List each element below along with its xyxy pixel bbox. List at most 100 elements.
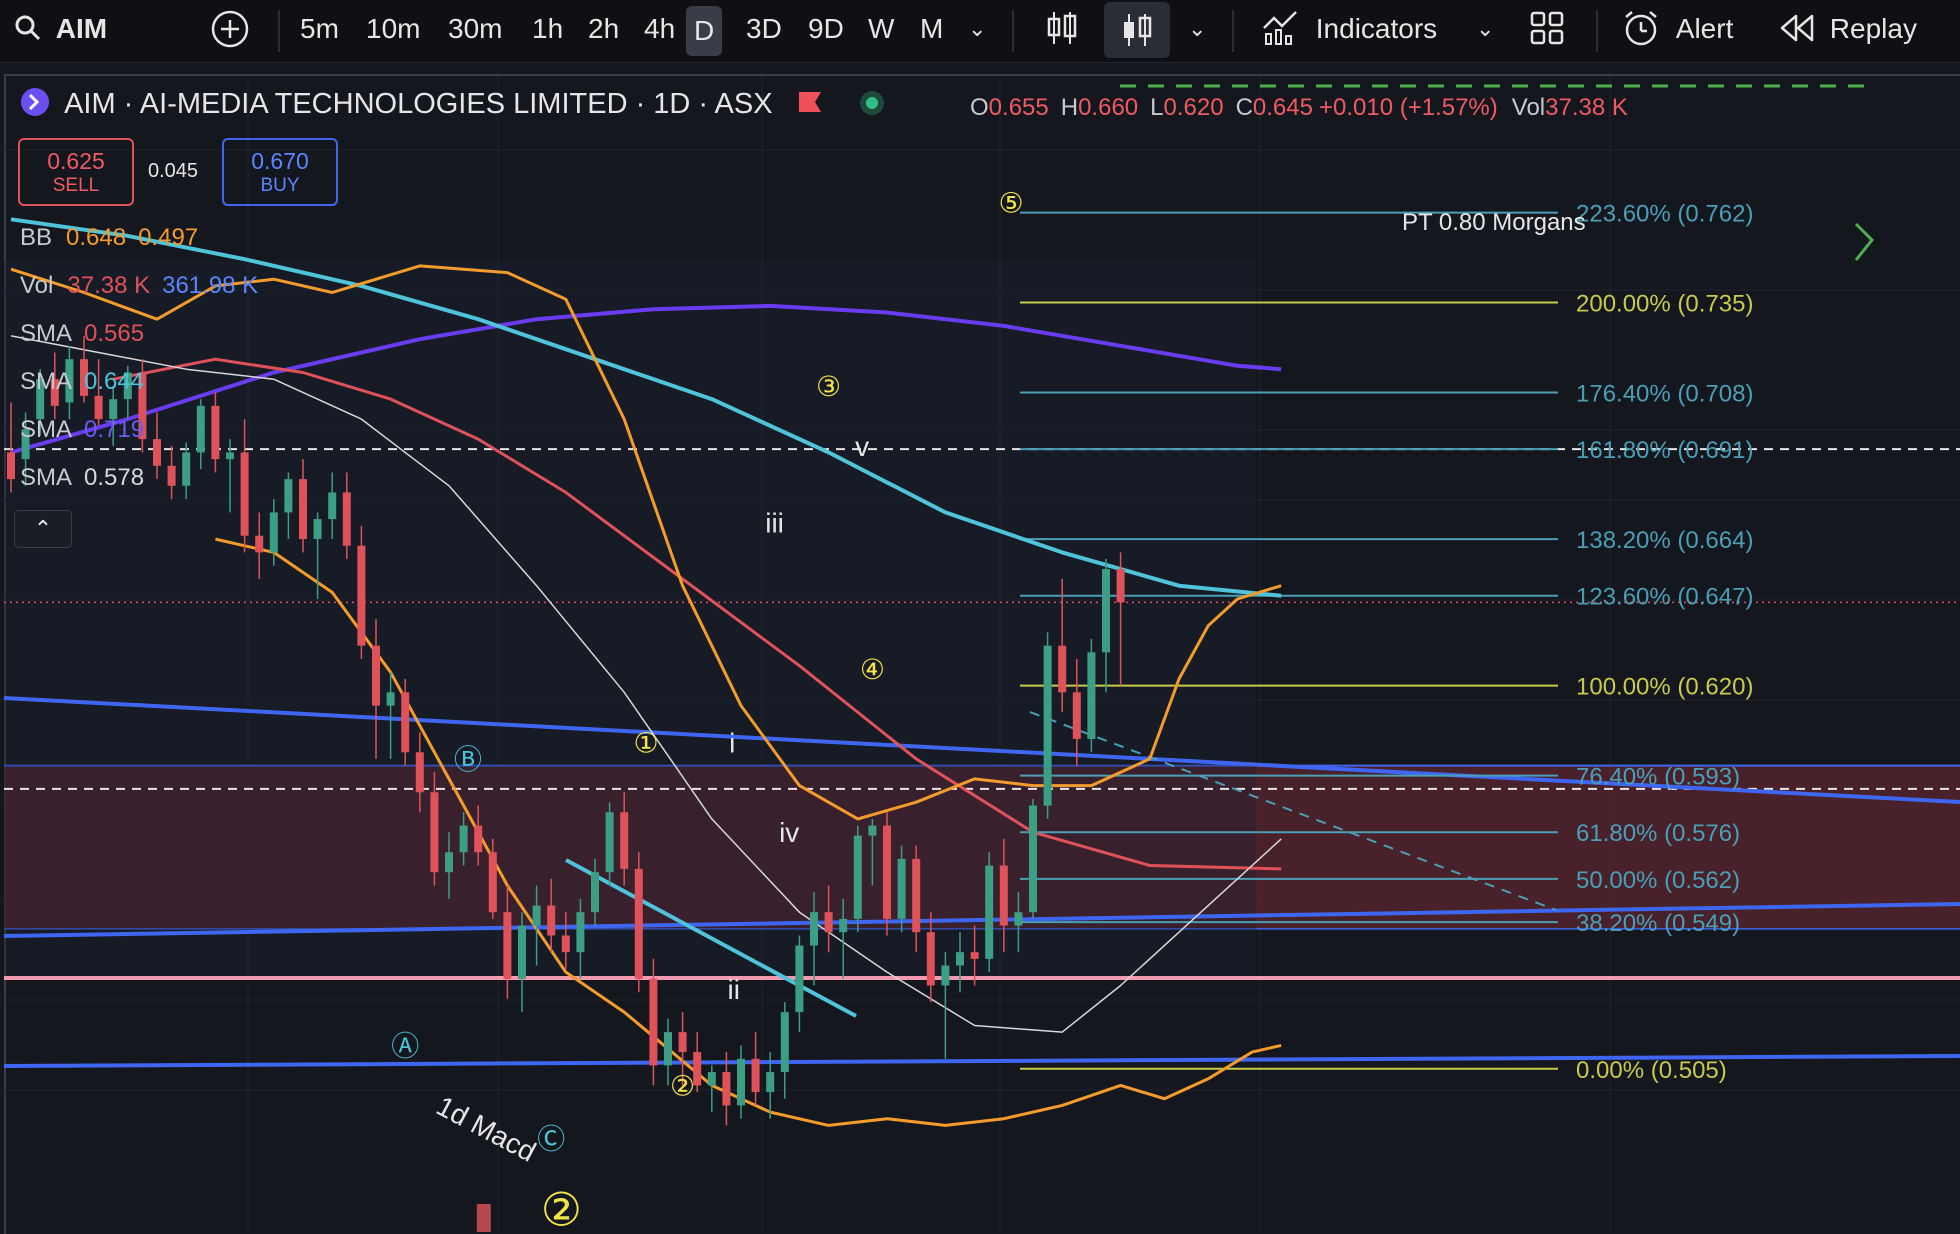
collapse-legend-button[interactable]: ⌃ [14,510,72,548]
wave-label: ② [670,1070,695,1101]
symbol-search[interactable]: AIM [14,0,107,60]
replay-button[interactable]: Replay [1780,0,1917,60]
interval-1h[interactable]: 1h [532,13,564,44]
sma-value: 0.578 [84,464,145,491]
candle-body [620,812,629,869]
fib-level-label: 223.60% (0.762) [1576,201,1753,228]
symbol-label: AIM [55,13,108,44]
candle-body [634,868,643,979]
interval-5m[interactable]: 5m [300,13,339,44]
top-toolbar: AIM 5m 10m 30m 1h 2h 4h D 3D 9D W M ⌄ ⌄ Indicators… [0,0,1960,63]
forecast-line [1029,711,1557,911]
low-label: L [1150,94,1164,121]
candle-body [65,359,74,403]
interval-m[interactable]: M [920,13,944,44]
high-value: 0.660 [1078,94,1139,121]
candle-body [1072,692,1081,739]
candle-body [357,545,366,646]
candle-body [1116,569,1125,603]
fib-level-label: 200.00% (0.735) [1576,291,1753,318]
chevron-down-icon[interactable]: ⌄ [1188,16,1207,41]
sma-red-line [112,357,1282,871]
high-label: H [1060,94,1079,121]
candle-body [999,865,1008,926]
sell-price: 0.625 [47,148,105,174]
candle-body [328,492,337,520]
candles-type-button[interactable] [1044,0,1080,60]
interval-30m[interactable]: 30m [448,13,503,44]
chart-title: AIM · AI-MEDIA TECHNOLOGIES LIMITED · 1D… [64,88,773,120]
interval-10m[interactable]: 10m [366,13,421,44]
candle-body [1043,645,1052,806]
candle-body [474,825,483,853]
candle-body [386,692,395,706]
buy-button[interactable]: 0.670 BUY [222,138,338,206]
candle-body [1087,652,1096,739]
layout-button[interactable] [1530,0,1564,60]
candle-body [123,372,132,400]
wave-label: v [855,431,869,462]
candle-body [547,905,556,936]
macd-annotation: 1d Macd [432,1090,541,1168]
candle-body [299,479,307,540]
chevron-down-icon[interactable]: ⌄ [1476,16,1495,41]
fib-level-label: 76.40% (0.593) [1576,764,1740,791]
fib-level-label: 161.80% (0.691) [1576,437,1753,464]
interval-2h[interactable]: 2h [588,13,620,44]
trendline [3,1054,1960,1068]
interval-w[interactable]: W [868,13,895,44]
interval-3d[interactable]: 3D [746,13,782,44]
candle-body [941,965,950,986]
chevron-down-icon[interactable]: ⌄ [968,16,987,41]
market-status-icon [859,91,884,116]
add-symbol-button[interactable] [210,0,250,60]
resistance-zone [4,765,1960,929]
grid-icon [1530,11,1564,44]
ohlc-readout: O0.655 H0.660 L0.620 C0.645 +0.010 (+1.57%) V… [970,94,1628,122]
candle-body [722,1072,731,1106]
candle-body [1058,645,1067,693]
low-value: 0.620 [1163,94,1224,121]
bb-label: BB [20,224,53,251]
candle-body [780,1012,789,1073]
candle-body [240,452,249,536]
flag-icon [798,92,821,113]
candle-body [926,932,935,986]
candle-body [226,452,234,460]
buy-label: BUY [260,175,300,196]
candle-body [167,465,176,486]
candle-body [445,852,453,873]
candle-body [430,792,439,873]
divider [1596,10,1598,52]
interval-9d[interactable]: 9D [808,13,844,44]
wave-label: iv [779,817,799,848]
candle-body [196,405,205,453]
interval-4h[interactable]: 4h [644,13,676,44]
candle-body [342,492,351,546]
bar-type-button[interactable] [1104,2,1170,58]
candle-body [824,912,833,933]
sell-label: SELL [52,175,100,196]
fib-level-label: 176.40% (0.708) [1576,380,1753,407]
bollinger-lower-line [215,537,1282,1127]
candle-body [80,359,88,396]
fib-level-label: 138.20% (0.664) [1576,527,1753,554]
price-chart[interactable]: 223.60% (0.762) 200.00% (0.735) 176.40% (0… [0,76,1960,1232]
sma-value: 0.565 [84,320,145,347]
fib-level-label: 0.00% (0.505) [1576,1057,1727,1084]
sma-value: 0.719 [84,416,145,443]
sell-button[interactable]: 0.625 SELL [18,138,134,206]
sma-legend-4: SMA 0.578 [20,464,144,492]
symbol-header: AIM · AI-MEDIA TECHNOLOGIES LIMITED · 1D… [20,88,887,121]
chevron-up-icon: ⌃ [33,516,53,541]
alarm-clock-icon [1625,10,1657,45]
indicators-button[interactable]: Indicators [1262,0,1437,60]
indicator-shade [4,260,1256,980]
interval-d[interactable]: D [686,6,723,56]
alert-button[interactable]: Alert [1622,0,1733,60]
candle-body [883,825,891,919]
candle-body [985,865,994,959]
candle-body [284,479,293,513]
candle-body [649,978,658,1066]
close-value: 0.645 [1252,94,1313,121]
